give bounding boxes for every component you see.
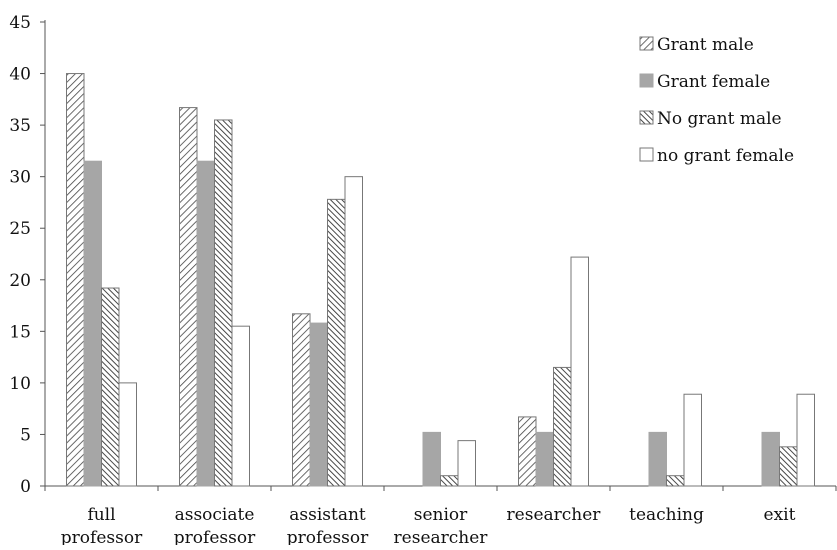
bar-4-2 bbox=[553, 366, 572, 487]
bar-2-0 bbox=[292, 313, 311, 487]
bar-3-3 bbox=[457, 440, 476, 487]
bar-5-2 bbox=[666, 475, 685, 487]
bar-2-2 bbox=[327, 198, 346, 487]
y-tick-label: 15 bbox=[9, 322, 31, 342]
x-category-label: associate professor bbox=[174, 505, 256, 545]
bar-4-3 bbox=[570, 256, 589, 487]
legend-swatch bbox=[639, 147, 654, 162]
y-tick-label: 20 bbox=[9, 271, 31, 291]
x-category-label: full professor bbox=[61, 505, 143, 545]
y-tick-label: 25 bbox=[9, 219, 31, 239]
bar-1-2 bbox=[214, 119, 233, 487]
legend: Grant male Grant female No grant male no gr… bbox=[639, 35, 794, 166]
legend-label: Grant male bbox=[657, 35, 754, 55]
bar-1-0 bbox=[179, 107, 198, 487]
bar-4-1 bbox=[535, 431, 554, 487]
y-tick-label: 0 bbox=[20, 477, 31, 497]
legend-label: no grant female bbox=[657, 146, 794, 166]
bars bbox=[66, 73, 815, 487]
bar-1-3 bbox=[231, 325, 250, 487]
bar-6-1 bbox=[761, 431, 780, 487]
legend-label: No grant male bbox=[657, 109, 782, 129]
legend-swatch bbox=[639, 73, 654, 88]
bar-1-1 bbox=[196, 160, 215, 487]
bar-2-3 bbox=[344, 176, 363, 487]
legend-label: Grant female bbox=[657, 72, 770, 92]
bar-2-1 bbox=[309, 322, 328, 487]
y-tick-label: 40 bbox=[9, 65, 31, 85]
y-tick-label: 5 bbox=[20, 425, 31, 445]
bar-3-1 bbox=[422, 431, 441, 487]
bar-5-1 bbox=[648, 431, 667, 487]
x-category-label: assistant professor bbox=[287, 505, 369, 545]
x-category-label: senior researcher bbox=[394, 505, 489, 545]
y-tick-label: 10 bbox=[9, 374, 31, 394]
x-category-label: researcher bbox=[507, 505, 602, 525]
labels: 0 5 10 15 20 25 30 35 40 45 full professor associate… bbox=[9, 13, 796, 548]
bar-6-3 bbox=[796, 393, 815, 487]
y-tick-label: 35 bbox=[9, 116, 31, 136]
y-tick-label: 30 bbox=[9, 168, 31, 188]
x-category-label: teaching bbox=[629, 505, 704, 525]
bar-3-2 bbox=[440, 475, 459, 487]
x-category-label: exit bbox=[764, 505, 796, 525]
bar-5-3 bbox=[683, 393, 702, 487]
bar-4-0 bbox=[518, 416, 537, 487]
bar-6-2 bbox=[779, 446, 798, 487]
y-tick-label: 45 bbox=[9, 13, 31, 33]
bar-0-0 bbox=[66, 73, 85, 487]
bar-0-1 bbox=[83, 160, 102, 487]
bar-0-2 bbox=[101, 287, 120, 487]
bar-0-3 bbox=[118, 382, 137, 487]
legend-swatch bbox=[639, 110, 654, 125]
legend-swatch bbox=[639, 36, 654, 51]
